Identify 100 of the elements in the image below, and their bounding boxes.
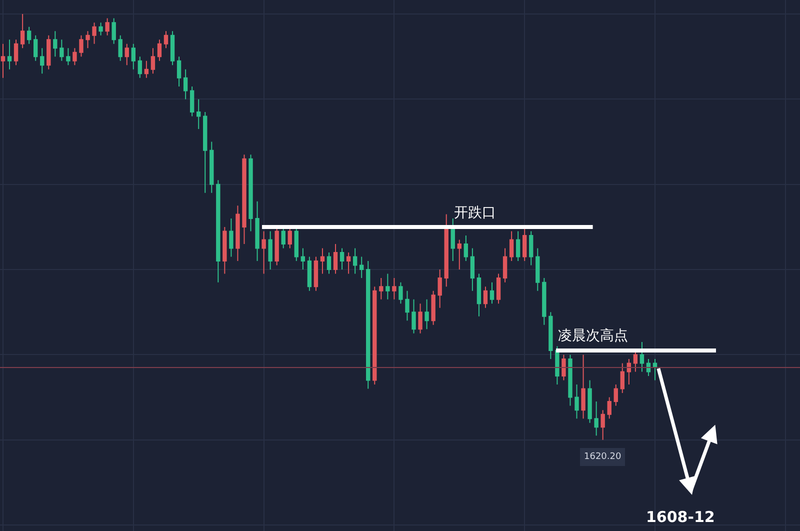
candlestick: [431, 290, 436, 326]
candlestick: [294, 226, 298, 262]
candlestick: [490, 282, 494, 304]
candlestick: [594, 401, 598, 436]
candlestick: [450, 218, 455, 262]
candlestick: [600, 410, 605, 440]
candlestick: [496, 273, 501, 304]
candlestick: [516, 230, 520, 262]
candlestick: [509, 230, 514, 262]
candlestick: [53, 30, 58, 58]
candlestick: [476, 273, 482, 317]
candlestick: [86, 30, 90, 49]
candlestick: [281, 226, 286, 249]
candlestick: [326, 252, 332, 274]
candlestick: [607, 396, 612, 420]
candlestick: [574, 384, 579, 420]
candlestick: [236, 205, 240, 262]
candlestick: [196, 98, 201, 130]
candlestick: [633, 350, 638, 372]
candlestick: [124, 43, 129, 66]
candlestick: [568, 354, 572, 406]
candlestick: [34, 34, 38, 62]
candlestick: [360, 256, 364, 279]
candlestick: [314, 256, 318, 292]
candlestick: [26, 26, 32, 44]
candlestick: [412, 298, 416, 334]
candlestick: [352, 248, 358, 274]
candlestick: [190, 86, 194, 117]
candlestick: [502, 248, 508, 283]
candlestick: [405, 290, 410, 322]
candlestick: [131, 43, 136, 70]
candlestick: [14, 39, 18, 66]
candlestick: [333, 244, 338, 274]
candlestick: [98, 22, 103, 36]
candlestick: [72, 48, 77, 66]
candlestick: [464, 234, 468, 262]
candlestick: [0, 43, 6, 78]
candlestick: [392, 278, 396, 300]
candlestick: [242, 154, 246, 244]
candlestick: [248, 154, 253, 232]
candlestick: [418, 303, 422, 334]
candlestick: [274, 226, 279, 266]
candlestick: [203, 111, 208, 194]
candlestick: [562, 354, 566, 381]
candlestick: [7, 39, 12, 70]
candlestick: [457, 239, 462, 270]
text: 1608-12: [646, 508, 715, 526]
ref-line-label: 凌晨次高点: [558, 328, 628, 344]
candlestick: [288, 226, 292, 249]
candlestick: [46, 34, 51, 70]
candlestick: [379, 278, 384, 300]
candlestick: [320, 248, 325, 274]
candlestick: [268, 230, 272, 270]
candlestick: [620, 362, 624, 394]
candlestick: [210, 141, 214, 194]
candlestick: [438, 269, 442, 308]
candlestick: [262, 230, 266, 274]
candlestick: [307, 256, 312, 292]
candlestick: [555, 346, 560, 386]
candlestick: [216, 180, 220, 283]
candlestick: [157, 39, 162, 62]
ref-line-label: 开跌口: [454, 205, 496, 221]
candlestick: [150, 48, 156, 74]
candlestick: [138, 56, 142, 78]
candlestick: [144, 60, 149, 78]
candlestick: [366, 260, 370, 390]
candlestick: [548, 312, 553, 360]
candlestick: [229, 218, 234, 258]
candlestick: [255, 200, 260, 262]
candlestick: [542, 278, 546, 326]
candlestick: [640, 341, 644, 372]
candlestick: [164, 30, 168, 49]
candlestick: [536, 248, 540, 292]
candlestick: [112, 18, 116, 44]
candlestick: [372, 286, 377, 386]
candlestick: [346, 252, 351, 274]
candlestick: [183, 68, 188, 100]
candlestick: [646, 358, 651, 376]
candlestick: [340, 248, 344, 270]
candlestick: [424, 298, 429, 330]
candlestick: [398, 282, 403, 304]
candlestick: [20, 14, 25, 49]
candlestick: [386, 273, 390, 300]
candlestick: [60, 39, 64, 62]
candlestick: [176, 56, 182, 87]
candlestick: [581, 354, 586, 420]
candlestick: [170, 30, 175, 66]
annotation: 1620.20: [584, 452, 622, 462]
candlestick: [522, 226, 527, 262]
candlestick: [652, 358, 658, 381]
candlestick: [118, 34, 122, 62]
candlestick: [40, 48, 44, 74]
candlestick: [79, 34, 84, 58]
candlestick: [470, 248, 475, 292]
candlestick: [222, 226, 227, 274]
candlestick: [614, 384, 618, 406]
candlestick: [483, 286, 488, 308]
candlestick: [626, 358, 632, 386]
candlestick: [66, 48, 70, 66]
candlestick: [529, 230, 534, 266]
